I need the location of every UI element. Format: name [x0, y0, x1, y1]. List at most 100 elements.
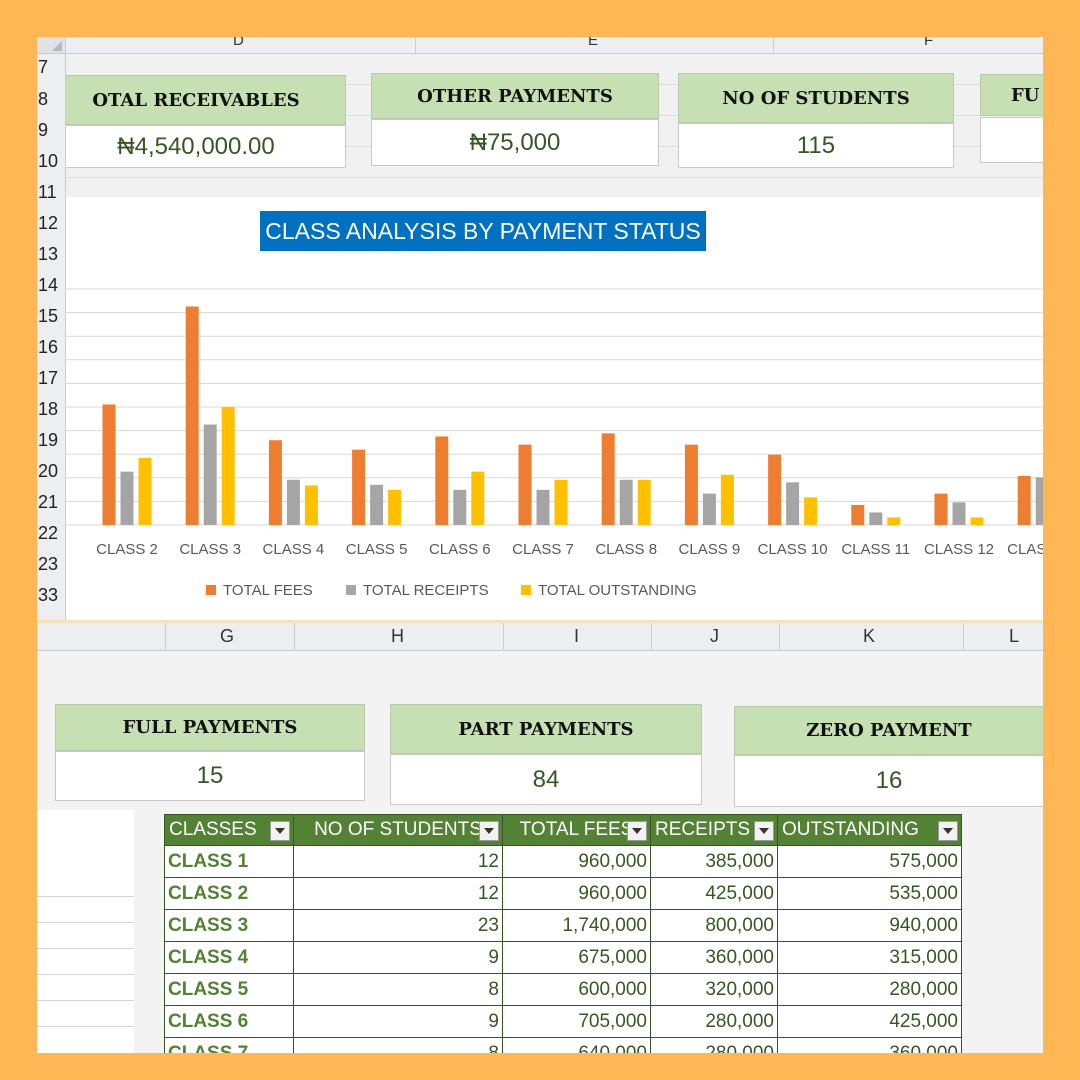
bar-total-fees[interactable] [684, 444, 698, 525]
row-header[interactable]: 11 [38, 182, 57, 202]
row-header[interactable]: 15 [38, 306, 59, 326]
bar-total-receipts[interactable] [453, 489, 467, 525]
column-header-h[interactable]: H [391, 626, 404, 646]
value-cell[interactable]: 425,000 [777, 1005, 962, 1038]
value-cell[interactable]: 940,000 [777, 909, 962, 942]
filter-dropdown-icon[interactable] [479, 821, 499, 841]
class-cell[interactable]: CLASS 7 [164, 1037, 294, 1053]
value-cell[interactable]: 1,740,000 [502, 909, 651, 942]
bar-total-outstanding[interactable] [970, 517, 984, 525]
bar-total-outstanding[interactable] [720, 474, 734, 525]
row-header[interactable]: 21 [38, 492, 59, 512]
row-header[interactable]: 19 [38, 430, 59, 450]
value-cell[interactable]: 315,000 [777, 941, 962, 974]
select-all-corner[interactable] [37, 37, 66, 53]
bar-total-outstanding[interactable] [887, 517, 901, 525]
bar-total-receipts[interactable] [702, 493, 716, 525]
value-cell[interactable]: 280,000 [650, 1037, 778, 1053]
row-header[interactable]: 14 [38, 275, 59, 295]
class-cell[interactable]: CLASS 6 [164, 1005, 294, 1038]
row-header[interactable]: 23 [38, 554, 59, 574]
column-header-k[interactable]: K [863, 626, 876, 646]
row-header[interactable]: 13 [38, 244, 59, 264]
row-header[interactable]: 8 [38, 89, 49, 109]
bar-total-receipts[interactable] [1035, 477, 1043, 525]
bar-total-fees[interactable] [518, 444, 532, 525]
row-header[interactable]: 22 [38, 523, 59, 543]
value-cell[interactable]: 8 [293, 1037, 503, 1053]
bar-total-receipts[interactable] [619, 479, 633, 525]
class-cell[interactable]: CLASS 4 [164, 941, 294, 974]
bar-total-fees[interactable] [102, 404, 116, 525]
bar-total-fees[interactable] [1017, 476, 1031, 525]
bar-total-fees[interactable] [768, 454, 782, 525]
value-cell[interactable]: 960,000 [502, 877, 651, 910]
filter-dropdown-icon[interactable] [754, 821, 774, 841]
bar-total-fees[interactable] [435, 436, 449, 525]
value-cell[interactable]: 675,000 [502, 941, 651, 974]
bar-total-receipts[interactable] [203, 424, 217, 525]
filter-dropdown-icon[interactable] [627, 821, 647, 841]
bar-total-receipts[interactable] [952, 502, 966, 525]
bar-total-fees[interactable] [185, 306, 199, 525]
row-header[interactable]: 17 [38, 368, 59, 388]
value-cell[interactable]: 8 [293, 973, 503, 1006]
bar-total-receipts[interactable] [370, 484, 384, 525]
value-cell[interactable]: 9 [293, 941, 503, 974]
value-cell[interactable]: 425,000 [650, 877, 778, 910]
value-cell[interactable]: 800,000 [650, 909, 778, 942]
row-header[interactable]: 10 [38, 151, 59, 171]
value-cell[interactable]: 575,000 [777, 845, 962, 878]
filter-dropdown-icon[interactable] [270, 821, 290, 841]
value-cell[interactable]: 360,000 [777, 1037, 962, 1053]
class-cell[interactable]: CLASS 3 [164, 909, 294, 942]
value-cell[interactable]: 640,000 [502, 1037, 651, 1053]
class-cell[interactable]: CLASS 5 [164, 973, 294, 1006]
bar-total-receipts[interactable] [536, 489, 550, 525]
value-cell[interactable]: 385,000 [650, 845, 778, 878]
bar-total-outstanding[interactable] [554, 479, 568, 525]
column-header-e[interactable]: E [588, 37, 599, 49]
payment-status-chart[interactable]: CLASS ANALYSIS BY PAYMENT STATUS CLASS 2… [66, 197, 1043, 620]
row-header[interactable]: 33 [38, 585, 59, 605]
value-cell[interactable]: 9 [293, 1005, 503, 1038]
bar-total-fees[interactable] [268, 440, 282, 525]
column-header-d[interactable]: D [233, 37, 244, 49]
value-cell[interactable]: 280,000 [777, 973, 962, 1006]
bar-total-receipts[interactable] [120, 471, 134, 525]
bar-total-outstanding[interactable] [804, 497, 818, 525]
value-cell[interactable]: 960,000 [502, 845, 651, 878]
value-cell[interactable]: 600,000 [502, 973, 651, 1006]
bar-total-outstanding[interactable] [471, 471, 485, 525]
column-header-j[interactable]: J [710, 626, 719, 646]
bar-total-fees[interactable] [601, 433, 615, 525]
bar-total-outstanding[interactable] [221, 406, 235, 525]
row-header[interactable]: 18 [38, 399, 59, 419]
column-header-l[interactable]: L [1009, 626, 1020, 646]
column-header-g[interactable]: G [220, 626, 235, 646]
row-header[interactable]: 12 [38, 213, 59, 233]
value-cell[interactable]: 12 [293, 877, 503, 910]
bar-total-fees[interactable] [851, 504, 865, 525]
row-header[interactable]: 16 [38, 337, 59, 357]
bar-total-receipts[interactable] [786, 482, 800, 525]
value-cell[interactable]: 360,000 [650, 941, 778, 974]
value-cell[interactable]: 23 [293, 909, 503, 942]
value-cell[interactable]: 535,000 [777, 877, 962, 910]
bar-total-receipts[interactable] [869, 512, 883, 525]
row-header[interactable]: 7 [38, 57, 49, 77]
value-cell[interactable]: 12 [293, 845, 503, 878]
value-cell[interactable]: 320,000 [650, 973, 778, 1006]
row-header[interactable]: 9 [38, 120, 49, 140]
bar-total-receipts[interactable] [286, 479, 300, 525]
bar-total-fees[interactable] [934, 493, 948, 525]
bar-total-outstanding[interactable] [388, 489, 402, 525]
bar-total-outstanding[interactable] [304, 485, 318, 525]
row-header[interactable]: 20 [38, 461, 59, 481]
column-header-i[interactable]: I [574, 626, 580, 646]
class-cell[interactable]: CLASS 2 [164, 877, 294, 910]
filter-dropdown-icon[interactable] [938, 821, 958, 841]
column-header-f[interactable]: F [924, 37, 934, 49]
bar-total-outstanding[interactable] [138, 457, 152, 525]
bar-total-fees[interactable] [352, 449, 366, 525]
